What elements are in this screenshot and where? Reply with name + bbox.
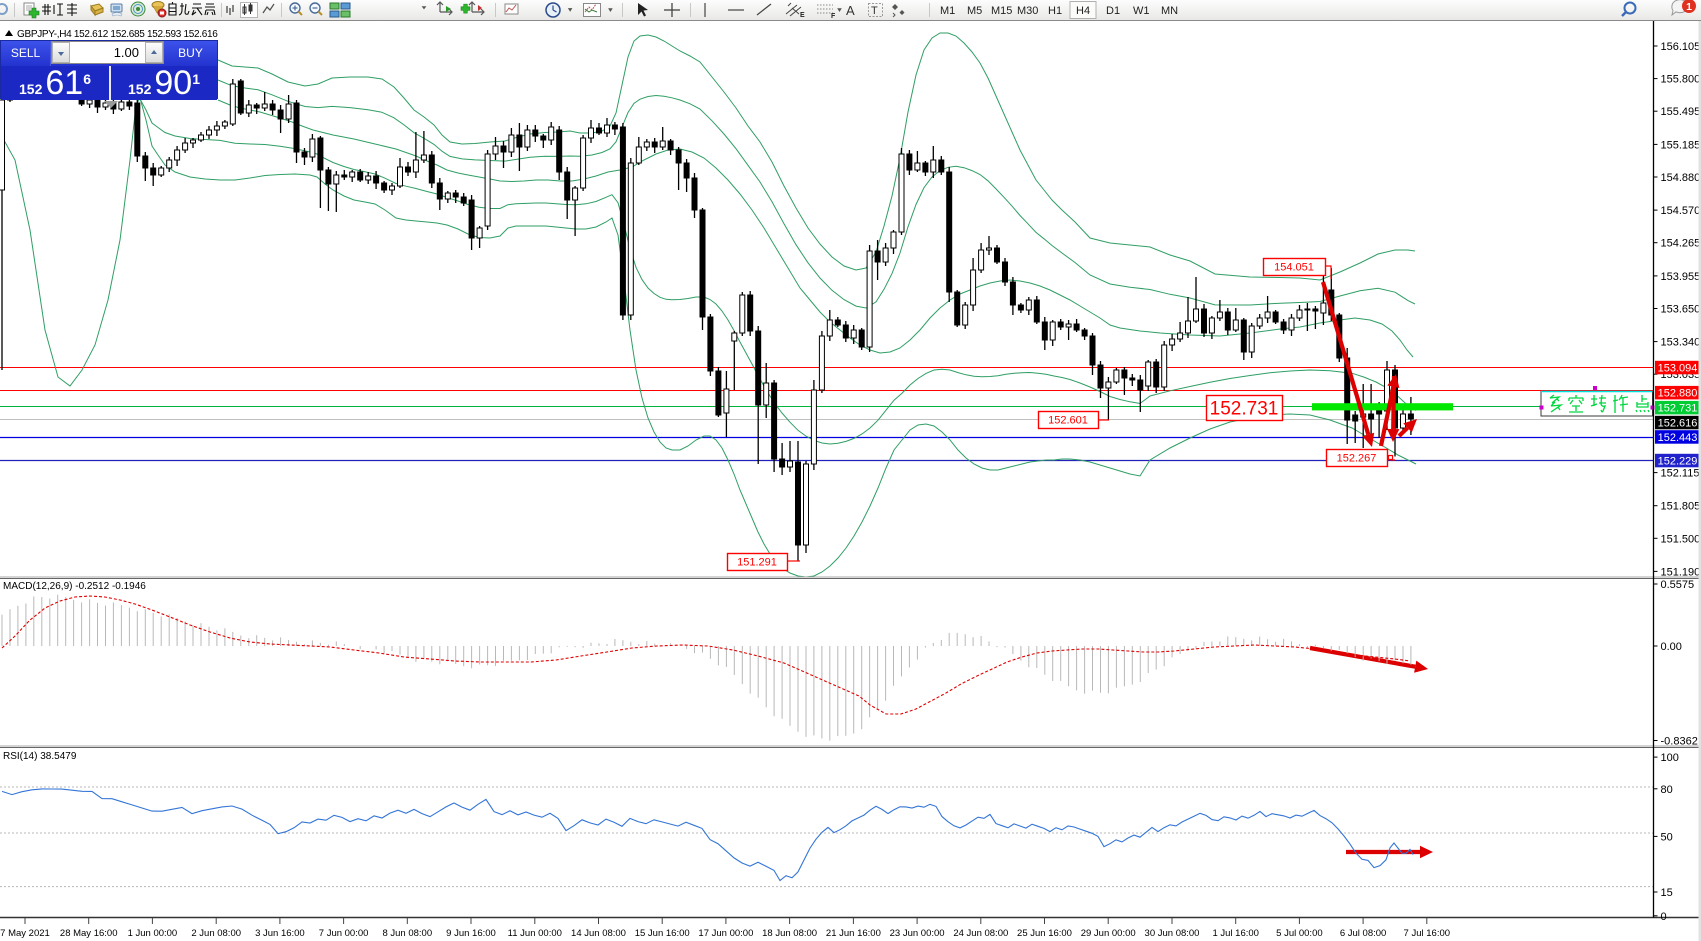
svg-text:M15: M15 bbox=[991, 5, 1012, 17]
svg-text:50: 50 bbox=[1661, 831, 1673, 843]
svg-text:0: 0 bbox=[1661, 911, 1667, 923]
svg-text:8 Jun 08:00: 8 Jun 08:00 bbox=[382, 928, 432, 939]
svg-text:155.495: 155.495 bbox=[1661, 106, 1701, 118]
svg-text:3 Jun 16:00: 3 Jun 16:00 bbox=[255, 928, 305, 939]
svg-text:153.650: 153.650 bbox=[1661, 304, 1701, 316]
svg-text:151.190: 151.190 bbox=[1661, 566, 1701, 578]
svg-text:2 Jun 08:00: 2 Jun 08:00 bbox=[191, 928, 241, 939]
svg-text:156.105: 156.105 bbox=[1661, 41, 1701, 53]
svg-text:1 Jun 00:00: 1 Jun 00:00 bbox=[128, 928, 178, 939]
svg-text:D1: D1 bbox=[1106, 5, 1120, 17]
svg-text:MACD(12,26,9) -0.2512 -0.1946: MACD(12,26,9) -0.2512 -0.1946 bbox=[3, 581, 146, 592]
svg-text:7 Jul 16:00: 7 Jul 16:00 bbox=[1404, 928, 1450, 939]
svg-text:155.800: 155.800 bbox=[1661, 74, 1701, 86]
svg-text:F: F bbox=[831, 13, 836, 20]
svg-text:154.265: 154.265 bbox=[1661, 238, 1701, 250]
svg-text:154.880: 154.880 bbox=[1661, 172, 1701, 184]
svg-text:GBPJPY-,H4 152.612 152.685 15: GBPJPY-,H4 152.612 152.685 152.593 152.6… bbox=[17, 29, 218, 40]
svg-text:9 Jun 16:00: 9 Jun 16:00 bbox=[446, 928, 496, 939]
svg-text:0.00: 0.00 bbox=[1661, 641, 1682, 653]
svg-text:15 Jun 16:00: 15 Jun 16:00 bbox=[635, 928, 690, 939]
svg-text:23 Jun 00:00: 23 Jun 00:00 bbox=[890, 928, 945, 939]
svg-text:18 Jun 08:00: 18 Jun 08:00 bbox=[762, 928, 817, 939]
svg-text:153.094: 153.094 bbox=[1658, 363, 1698, 375]
svg-text:152.601: 152.601 bbox=[1048, 414, 1088, 426]
svg-text:154.051: 154.051 bbox=[1274, 261, 1314, 273]
svg-text:E: E bbox=[800, 12, 805, 19]
svg-text:21 Jun 16:00: 21 Jun 16:00 bbox=[826, 928, 881, 939]
svg-text:28 May 16:00: 28 May 16:00 bbox=[60, 928, 118, 939]
svg-text:1: 1 bbox=[1686, 1, 1692, 13]
svg-text:7 May 2021: 7 May 2021 bbox=[0, 928, 50, 939]
svg-text:152.115: 152.115 bbox=[1661, 468, 1700, 480]
svg-text:MN: MN bbox=[1161, 5, 1178, 17]
svg-text:A: A bbox=[846, 3, 855, 18]
svg-text:11 Jun 00:00: 11 Jun 00:00 bbox=[508, 928, 562, 939]
svg-text:152.267: 152.267 bbox=[1337, 452, 1377, 464]
svg-text:151.291: 151.291 bbox=[737, 556, 777, 568]
svg-text:25 Jun 16:00: 25 Jun 16:00 bbox=[1017, 928, 1072, 939]
svg-text:152.880: 152.880 bbox=[1658, 388, 1698, 400]
svg-text:6 Jul 08:00: 6 Jul 08:00 bbox=[1340, 928, 1386, 939]
svg-text:29 Jun 00:00: 29 Jun 00:00 bbox=[1081, 928, 1136, 939]
svg-text:5 Jul 00:00: 5 Jul 00:00 bbox=[1276, 928, 1322, 939]
svg-text:15: 15 bbox=[1661, 887, 1673, 899]
svg-text:30 Jun 08:00: 30 Jun 08:00 bbox=[1145, 928, 1200, 939]
svg-text:152.616: 152.616 bbox=[1658, 418, 1698, 430]
svg-text:153.340: 153.340 bbox=[1661, 337, 1701, 349]
svg-text:M1: M1 bbox=[940, 5, 955, 17]
svg-text:14 Jun 08:00: 14 Jun 08:00 bbox=[571, 928, 626, 939]
svg-text:M5: M5 bbox=[967, 5, 982, 17]
svg-text:H1: H1 bbox=[1048, 5, 1062, 17]
svg-text:W1: W1 bbox=[1133, 5, 1150, 17]
svg-text:153.955: 153.955 bbox=[1661, 271, 1701, 283]
svg-text:152.731: 152.731 bbox=[1658, 403, 1698, 415]
svg-text:154.570: 154.570 bbox=[1661, 205, 1701, 217]
svg-text:0.5575: 0.5575 bbox=[1661, 579, 1695, 591]
svg-text:152.229: 152.229 bbox=[1658, 456, 1698, 468]
svg-text:24 Jun 08:00: 24 Jun 08:00 bbox=[953, 928, 1008, 939]
svg-text:H4: H4 bbox=[1076, 5, 1090, 17]
svg-text:7 Jun 00:00: 7 Jun 00:00 bbox=[319, 928, 369, 939]
svg-text:1 Jul 16:00: 1 Jul 16:00 bbox=[1212, 928, 1258, 939]
svg-text:152.443: 152.443 bbox=[1658, 432, 1698, 444]
svg-text:155.185: 155.185 bbox=[1661, 139, 1701, 151]
svg-text:151.500: 151.500 bbox=[1661, 533, 1701, 545]
svg-text:152.731: 152.731 bbox=[1210, 398, 1279, 419]
svg-text:-0.8362: -0.8362 bbox=[1661, 736, 1698, 748]
svg-text:100: 100 bbox=[1661, 752, 1679, 764]
svg-text:17 Jun 00:00: 17 Jun 00:00 bbox=[698, 928, 753, 939]
svg-text:RSI(14) 38.5479: RSI(14) 38.5479 bbox=[3, 751, 77, 762]
svg-text:M30: M30 bbox=[1017, 5, 1038, 17]
svg-text:151.805: 151.805 bbox=[1661, 501, 1701, 513]
svg-text:80: 80 bbox=[1661, 784, 1673, 796]
svg-text:T: T bbox=[871, 5, 878, 17]
